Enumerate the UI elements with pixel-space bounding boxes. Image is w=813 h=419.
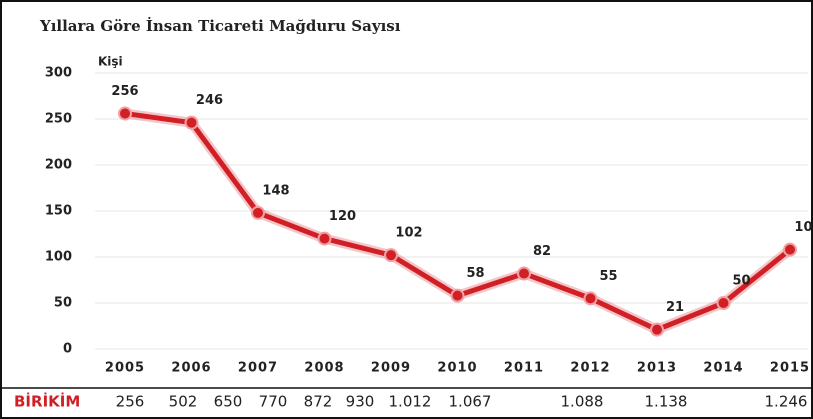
point [450,288,465,303]
data-label: 58 [466,266,484,281]
data-label: 55 [599,269,617,284]
x-tick-label: 2007 [238,361,278,376]
x-tick-label: 2014 [703,361,743,376]
chart-title: Yıllara Göre İnsan Ticareti Mağduru Sayı… [39,16,401,35]
point [118,106,132,121]
cumulative-value: 770 [259,393,288,411]
data-label: 148 [262,183,289,198]
y-tick-label: 300 [45,66,72,81]
x-tick-label: 2015 [770,361,810,376]
x-tick-label: 2006 [171,361,211,376]
y-tick-label: 50 [54,296,72,311]
cumulative-value: 1.246 [765,393,808,411]
x-tick-label: 2011 [504,361,544,376]
cumulative-value: 256 [116,393,145,411]
x-tick-label: 2010 [437,361,477,376]
data-label: 102 [395,226,422,241]
point [184,115,199,130]
y-tick-label: 200 [45,158,72,173]
x-tick-label: 2005 [105,361,145,376]
data-label: 50 [732,274,750,289]
cumulative-value: 1.088 [561,393,604,411]
cumulative-value: 650 [214,393,243,411]
y-tick-label: 100 [45,250,72,265]
cumulative-value: 1.012 [389,393,432,411]
y-axis-label: Kişi [98,55,123,69]
cumulative-value: 502 [169,393,198,411]
cumulative-value: 872 [304,393,333,411]
data-label: 256 [111,84,138,99]
x-tick-label: 2008 [304,361,344,376]
data-label: 120 [329,209,356,224]
point [716,296,731,310]
cumulative-value: 1.138 [645,393,688,411]
point [517,266,531,281]
y-tick-label: 150 [45,204,72,219]
point [783,242,797,257]
point [317,231,332,246]
data-label: 108 [794,220,813,235]
cumulative-value: 1.067 [449,393,492,411]
x-tick-label: 2013 [637,361,677,376]
cumulative-label: BİRİKİM [14,392,80,411]
data-label: 21 [666,300,684,315]
point [251,205,265,220]
point [650,322,664,337]
cumulative-value: 930 [346,393,375,411]
y-tick-label: 250 [45,112,72,127]
point [583,291,598,306]
y-tick-label: 0 [63,342,72,357]
data-label: 82 [533,244,551,259]
x-tick-label: 2009 [371,361,411,376]
point [384,248,398,263]
x-tick-label: 2012 [570,361,610,376]
data-label: 246 [196,93,223,108]
